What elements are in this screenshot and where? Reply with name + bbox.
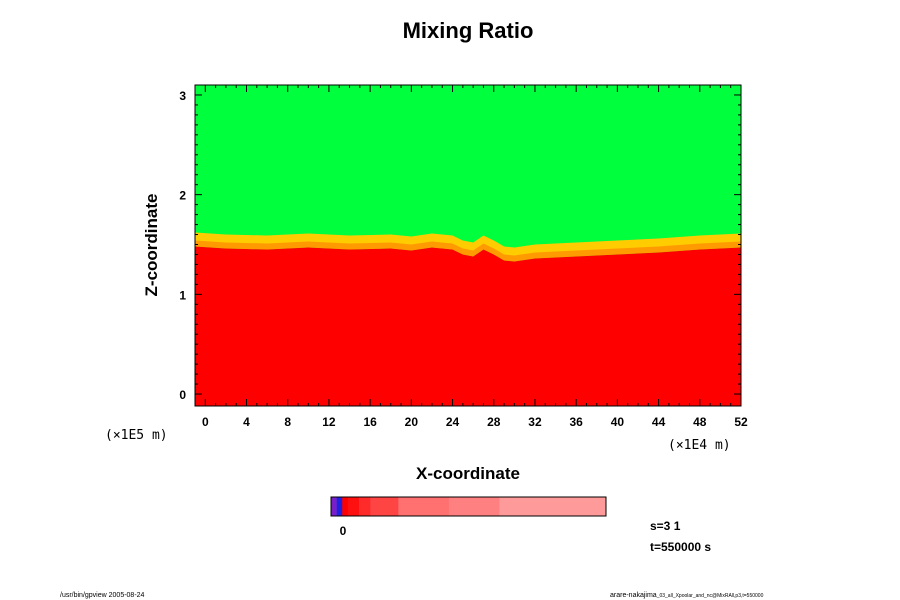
t-annotation: t=550000 s	[650, 540, 711, 554]
chart-title: Mixing Ratio	[403, 18, 534, 43]
y-tick-label: 0	[179, 388, 186, 402]
x-tick-label: 4	[243, 415, 250, 429]
colorbar-segment	[342, 497, 349, 516]
x-axis-ticks: 0 4 8 12 16 20 24 28 32 36 40 44 48 52	[202, 85, 748, 429]
x-tick-label: 52	[734, 415, 748, 429]
colorbar-tick-label: 0	[340, 524, 347, 538]
x-scale-label: (×1E4 m)	[668, 438, 731, 453]
footer-left: /usr/bin/gpview 2005-08-24	[60, 592, 145, 599]
x-tick-label: 48	[693, 415, 707, 429]
colorbar	[331, 497, 607, 516]
x-tick-label: 0	[202, 415, 209, 429]
y-axis-label: Z-coordinate	[142, 194, 161, 297]
footer-right-small: _03_all_Xpoolar_and_nc@MixRAll,p3,t=5500…	[656, 593, 764, 599]
x-tick-label: 24	[446, 415, 460, 429]
x-tick-label: 40	[611, 415, 625, 429]
y-tick-label: 2	[179, 189, 186, 203]
colorbar-frame	[330, 496, 607, 517]
colorbar-segment	[347, 497, 360, 516]
x-tick-label: 36	[569, 415, 583, 429]
colorbar-segment	[499, 497, 607, 516]
colorbar-segment	[336, 497, 343, 516]
x-tick-label: 28	[487, 415, 501, 429]
x-tick-label: 12	[322, 415, 336, 429]
x-tick-label: 20	[405, 415, 419, 429]
footer-right-main: arare-nakajima	[610, 592, 657, 599]
y-tick-label: 1	[179, 288, 186, 302]
x-tick-label: 16	[363, 415, 377, 429]
y-tick-label: 3	[179, 89, 186, 103]
colorbar-segment	[370, 497, 399, 516]
region-lower	[195, 246, 741, 406]
plot-frame	[194, 84, 742, 407]
colorbar-segment	[331, 497, 337, 516]
colorbar-segment	[398, 497, 450, 516]
x-tick-label: 32	[528, 415, 542, 429]
colorbar-segment	[359, 497, 371, 516]
y-scale-label: (×1E5 m)	[105, 428, 168, 443]
region-lower-shade	[195, 240, 741, 262]
s-annotation: s=3 1	[650, 519, 681, 533]
plot-area	[195, 85, 741, 406]
y-axis-ticks: 0 1 2 3	[179, 89, 741, 402]
footer-right: arare-nakajima_03_all_Xpoolar_and_nc@Mix…	[610, 592, 764, 599]
colorbar-segment	[448, 497, 500, 516]
x-axis-label: X-coordinate	[416, 464, 520, 483]
x-tick-label: 8	[284, 415, 291, 429]
x-tick-label: 44	[652, 415, 666, 429]
